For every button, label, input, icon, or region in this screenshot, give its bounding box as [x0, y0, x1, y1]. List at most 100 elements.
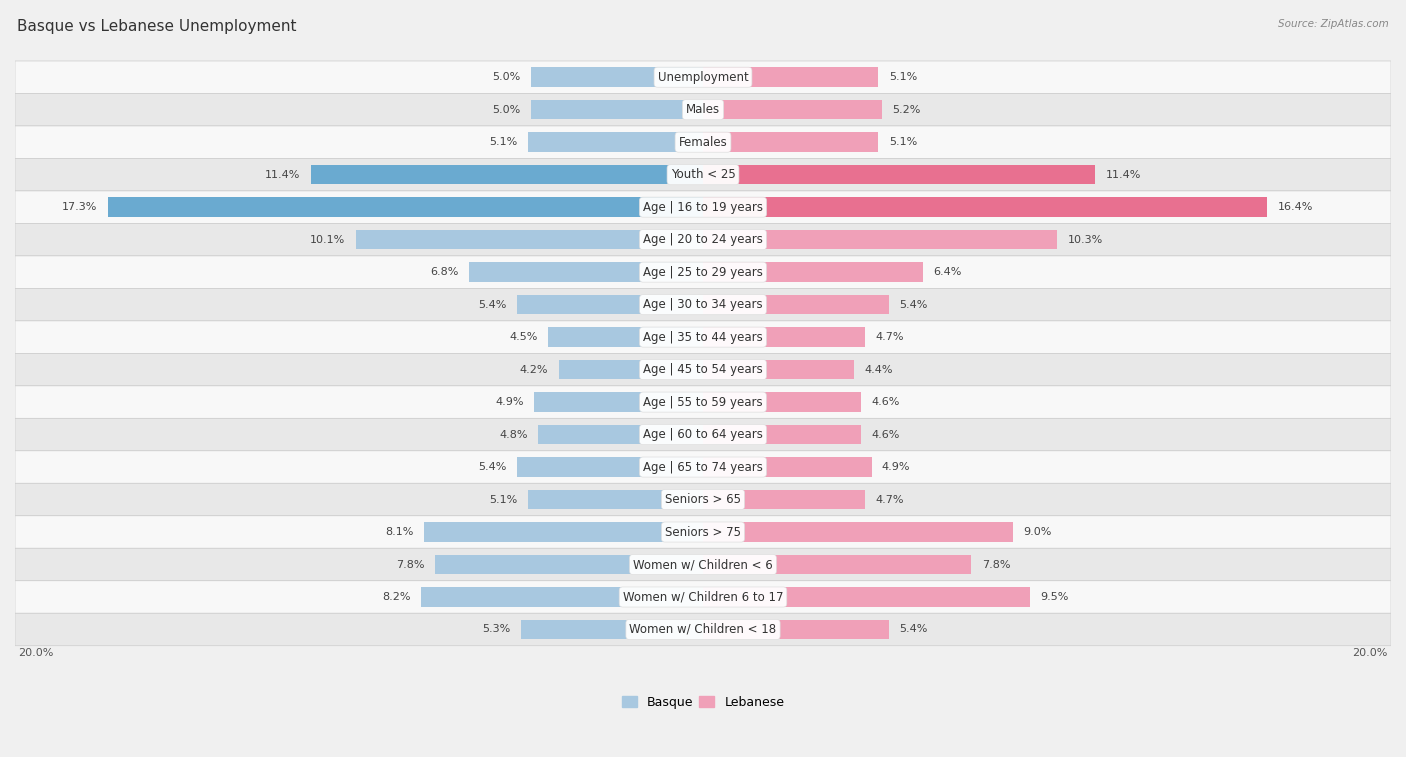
Text: Seniors > 65: Seniors > 65: [665, 493, 741, 506]
Text: 6.4%: 6.4%: [934, 267, 962, 277]
Bar: [527, 490, 703, 509]
Text: 4.6%: 4.6%: [872, 397, 900, 407]
Bar: [703, 522, 1012, 542]
Bar: [311, 165, 703, 185]
Bar: [517, 295, 703, 314]
Text: Males: Males: [686, 103, 720, 117]
Bar: [703, 100, 882, 120]
Text: Age | 25 to 29 years: Age | 25 to 29 years: [643, 266, 763, 279]
Text: 4.4%: 4.4%: [865, 365, 893, 375]
Bar: [703, 360, 855, 379]
Text: 16.4%: 16.4%: [1278, 202, 1313, 212]
Text: 20.0%: 20.0%: [1353, 648, 1388, 658]
Bar: [531, 100, 703, 120]
Text: Females: Females: [679, 136, 727, 148]
Bar: [520, 620, 703, 639]
Text: 10.3%: 10.3%: [1067, 235, 1102, 245]
Bar: [703, 263, 924, 282]
Text: 9.5%: 9.5%: [1040, 592, 1069, 602]
Bar: [434, 555, 703, 575]
FancyBboxPatch shape: [15, 354, 1391, 386]
Text: 17.3%: 17.3%: [62, 202, 97, 212]
Text: 5.0%: 5.0%: [492, 104, 520, 115]
Text: 5.4%: 5.4%: [898, 625, 928, 634]
Text: 5.0%: 5.0%: [492, 72, 520, 83]
FancyBboxPatch shape: [15, 548, 1391, 581]
Text: 4.9%: 4.9%: [496, 397, 524, 407]
Bar: [703, 327, 865, 347]
FancyBboxPatch shape: [15, 419, 1391, 451]
Text: Age | 65 to 74 years: Age | 65 to 74 years: [643, 460, 763, 474]
Text: Age | 30 to 34 years: Age | 30 to 34 years: [643, 298, 763, 311]
FancyBboxPatch shape: [15, 93, 1391, 126]
Text: Women w/ Children < 18: Women w/ Children < 18: [630, 623, 776, 636]
Text: 10.1%: 10.1%: [309, 235, 346, 245]
Bar: [703, 67, 879, 87]
Text: 20.0%: 20.0%: [18, 648, 53, 658]
FancyBboxPatch shape: [15, 613, 1391, 646]
FancyBboxPatch shape: [15, 61, 1391, 93]
Bar: [108, 198, 703, 217]
Text: 4.8%: 4.8%: [499, 429, 527, 440]
Text: 4.5%: 4.5%: [509, 332, 538, 342]
Bar: [703, 392, 862, 412]
Bar: [703, 230, 1057, 249]
Bar: [470, 263, 703, 282]
Text: 11.4%: 11.4%: [1105, 170, 1140, 179]
Text: 4.6%: 4.6%: [872, 429, 900, 440]
Text: 4.7%: 4.7%: [875, 494, 904, 505]
FancyBboxPatch shape: [15, 158, 1391, 191]
FancyBboxPatch shape: [15, 516, 1391, 548]
Bar: [534, 392, 703, 412]
Text: 11.4%: 11.4%: [266, 170, 301, 179]
Bar: [420, 587, 703, 607]
Bar: [558, 360, 703, 379]
Bar: [703, 198, 1267, 217]
FancyBboxPatch shape: [15, 223, 1391, 256]
Text: 5.1%: 5.1%: [889, 137, 917, 147]
FancyBboxPatch shape: [15, 451, 1391, 483]
Text: 5.4%: 5.4%: [898, 300, 928, 310]
Text: 5.1%: 5.1%: [489, 137, 517, 147]
FancyBboxPatch shape: [15, 581, 1391, 613]
Bar: [703, 295, 889, 314]
FancyBboxPatch shape: [15, 483, 1391, 516]
Text: Age | 35 to 44 years: Age | 35 to 44 years: [643, 331, 763, 344]
FancyBboxPatch shape: [15, 191, 1391, 223]
Text: Youth < 25: Youth < 25: [671, 168, 735, 181]
Text: Unemployment: Unemployment: [658, 70, 748, 84]
Text: 4.9%: 4.9%: [882, 462, 910, 472]
Text: 4.2%: 4.2%: [520, 365, 548, 375]
Text: Women w/ Children < 6: Women w/ Children < 6: [633, 558, 773, 571]
Text: Source: ZipAtlas.com: Source: ZipAtlas.com: [1278, 19, 1389, 29]
Text: Age | 20 to 24 years: Age | 20 to 24 years: [643, 233, 763, 246]
Bar: [517, 457, 703, 477]
Bar: [538, 425, 703, 444]
Bar: [703, 457, 872, 477]
Text: Age | 16 to 19 years: Age | 16 to 19 years: [643, 201, 763, 213]
Text: 5.4%: 5.4%: [478, 462, 508, 472]
Text: Age | 55 to 59 years: Age | 55 to 59 years: [643, 396, 763, 409]
Text: 5.1%: 5.1%: [489, 494, 517, 505]
FancyBboxPatch shape: [15, 386, 1391, 419]
Bar: [703, 490, 865, 509]
Text: 5.4%: 5.4%: [478, 300, 508, 310]
Bar: [703, 132, 879, 152]
Bar: [703, 620, 889, 639]
FancyBboxPatch shape: [15, 256, 1391, 288]
Text: 7.8%: 7.8%: [396, 559, 425, 569]
Text: 7.8%: 7.8%: [981, 559, 1010, 569]
Bar: [531, 67, 703, 87]
Text: Basque vs Lebanese Unemployment: Basque vs Lebanese Unemployment: [17, 19, 297, 34]
Bar: [425, 522, 703, 542]
Text: Women w/ Children 6 to 17: Women w/ Children 6 to 17: [623, 590, 783, 603]
Legend: Basque, Lebanese: Basque, Lebanese: [617, 690, 789, 714]
Text: 8.2%: 8.2%: [382, 592, 411, 602]
FancyBboxPatch shape: [15, 288, 1391, 321]
Bar: [548, 327, 703, 347]
Text: 6.8%: 6.8%: [430, 267, 458, 277]
Bar: [703, 165, 1095, 185]
Bar: [527, 132, 703, 152]
Text: 9.0%: 9.0%: [1024, 527, 1052, 537]
Text: Seniors > 75: Seniors > 75: [665, 525, 741, 538]
